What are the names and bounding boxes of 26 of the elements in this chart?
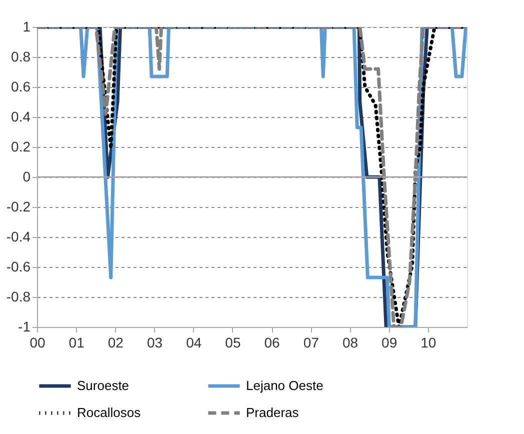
x-tick-label: 02 — [108, 334, 124, 350]
y-tick-label: -0.2 — [6, 198, 31, 214]
x-tick-label: 00 — [30, 334, 46, 350]
x-tick-label: 05 — [225, 334, 241, 350]
legend-label: Rocallosos — [77, 405, 142, 420]
x-tick-label: 06 — [264, 334, 280, 350]
x-tick-label: 07 — [303, 334, 320, 350]
y-tick-label: -0.4 — [6, 228, 31, 244]
x-tick-label: 01 — [68, 334, 85, 350]
y-tick-label: 0.6 — [11, 78, 31, 94]
x-tick-label: 10 — [420, 334, 436, 350]
y-tick-label: 0.2 — [11, 138, 31, 154]
y-tick-label: -0.8 — [6, 288, 31, 304]
x-tick-label: 08 — [342, 334, 358, 350]
y-tick-label: 0.4 — [11, 108, 31, 124]
x-tick-label: 04 — [186, 334, 202, 350]
y-tick-label: -1 — [18, 318, 31, 334]
y-tick-label: 1 — [22, 18, 31, 34]
x-tick-label: 03 — [146, 334, 163, 350]
y-tick-label: 0.8 — [11, 48, 31, 64]
legend-label: Lejano Oeste — [246, 378, 324, 393]
legend-label: Praderas — [246, 405, 300, 420]
y-tick-label: 0 — [22, 168, 31, 184]
y-tick-label: -0.6 — [6, 258, 31, 274]
legend-label: Suroeste — [77, 378, 130, 393]
x-tick-label: 09 — [382, 334, 398, 350]
